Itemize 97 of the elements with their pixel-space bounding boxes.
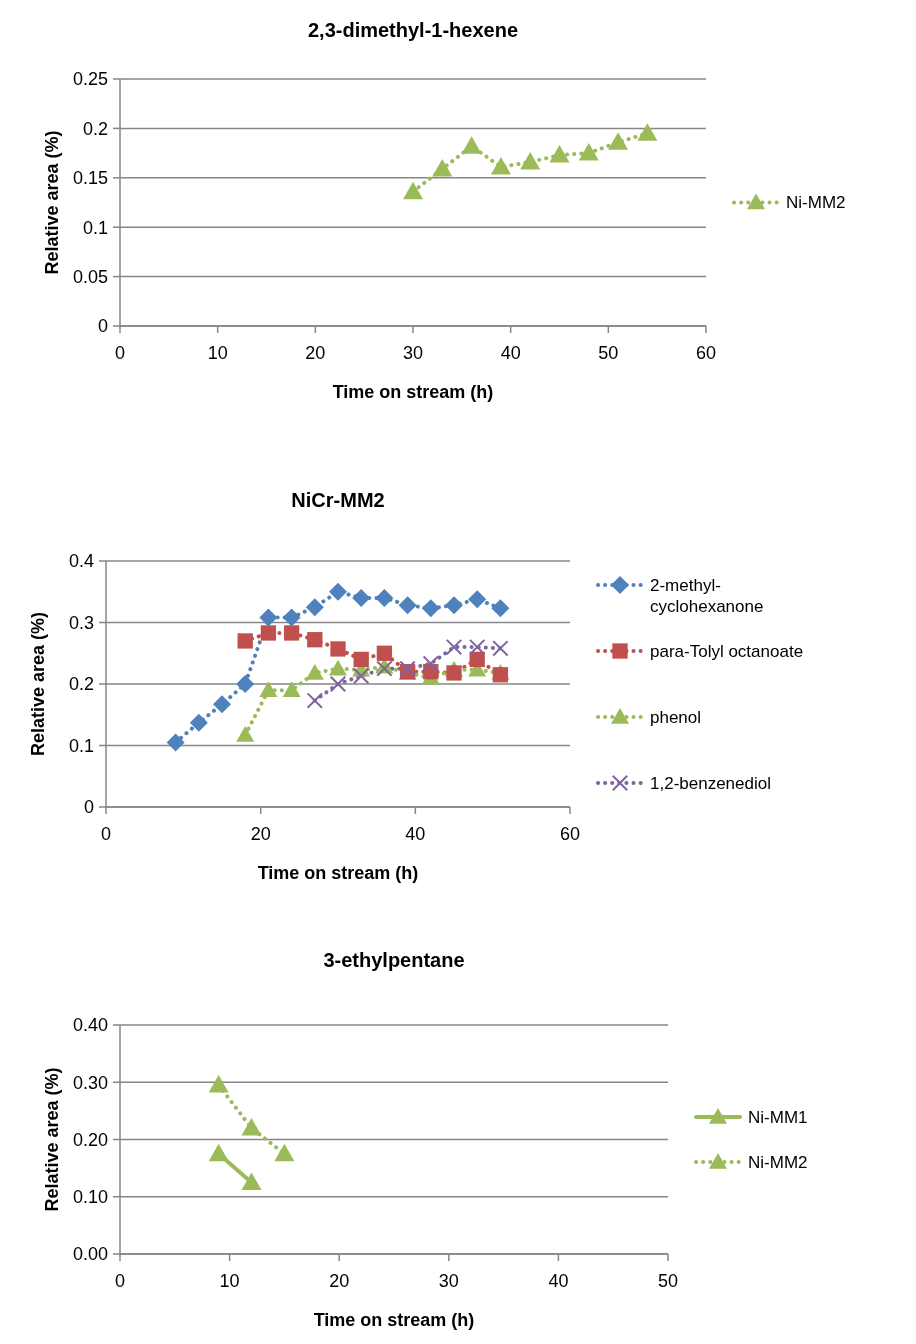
point — [237, 633, 253, 649]
y-tick-label: 0.05 — [72, 266, 108, 287]
point — [189, 713, 208, 732]
point — [282, 681, 301, 697]
y-axis-title: Relative area (%) — [28, 611, 48, 757]
point — [330, 641, 346, 657]
x-axis-title: Time on stream (h) — [257, 863, 419, 883]
point — [398, 596, 417, 615]
point — [329, 659, 347, 676]
y-tick-label: 0.1 — [68, 735, 94, 756]
chart-title: 3-ethylpentane — [323, 949, 465, 971]
y-tick-label: 0.30 — [72, 1072, 108, 1093]
x-axis-title: Time on stream (h) — [313, 1310, 475, 1330]
y-tick-label: 0.40 — [72, 1015, 108, 1036]
point — [445, 638, 463, 656]
point — [492, 640, 509, 657]
x-tick-label: 10 — [207, 343, 228, 363]
point — [305, 663, 324, 680]
point — [492, 667, 509, 683]
point — [208, 1075, 229, 1093]
point — [213, 695, 231, 714]
legend-label: para-Tolyl octanoate — [650, 641, 804, 661]
y-axis-title: Relative area (%) — [42, 1067, 62, 1212]
point — [490, 156, 511, 175]
x-tick-label: 60 — [695, 343, 717, 363]
point — [461, 136, 482, 154]
point — [421, 599, 440, 618]
point — [432, 158, 453, 177]
point — [274, 1143, 295, 1162]
x-tick-label: 40 — [500, 343, 521, 363]
point — [236, 675, 255, 693]
point — [353, 651, 369, 668]
point — [259, 681, 278, 697]
y-tick-label: 0.20 — [72, 1129, 108, 1150]
y-tick-label: 0.4 — [68, 551, 94, 572]
point — [329, 582, 347, 601]
legend-label: Ni-MM2 — [786, 193, 846, 213]
point — [403, 181, 423, 200]
chart-title: NiCr-MM2 — [291, 489, 385, 511]
point — [307, 632, 323, 648]
point — [375, 588, 394, 607]
point — [422, 655, 439, 672]
x-tick-label: 50 — [598, 343, 619, 363]
point — [469, 651, 485, 668]
point — [520, 151, 541, 170]
legend-label: phenol — [650, 707, 702, 727]
point — [306, 692, 323, 709]
point — [241, 1118, 262, 1136]
x-tick-label: 40 — [405, 824, 426, 844]
point — [491, 599, 510, 618]
point — [260, 625, 277, 641]
y-tick-label: 0 — [83, 797, 94, 818]
y-tick-label: 0.00 — [72, 1244, 108, 1265]
point — [578, 143, 599, 161]
point — [549, 145, 570, 163]
y-tick-label: 0.3 — [68, 612, 94, 633]
point — [376, 645, 393, 661]
legend-label: Ni-MM1 — [748, 1107, 808, 1127]
y-tick-label: 0.10 — [72, 1187, 108, 1208]
point — [283, 625, 300, 641]
x-tick-label: 10 — [219, 1271, 240, 1291]
chart-title: 2,3-dimethyl-1-hexene — [307, 19, 519, 41]
legend-label: 2-methyl-cyclohexanone — [650, 575, 764, 617]
x-tick-label: 30 — [402, 343, 424, 363]
point — [445, 596, 463, 615]
x-axis-title: Time on stream (h) — [332, 382, 494, 402]
point — [259, 608, 278, 627]
point — [637, 123, 658, 141]
point — [305, 598, 324, 617]
point — [353, 667, 370, 685]
x-tick-label: 0 — [114, 1271, 126, 1291]
y-axis-title: Relative area (%) — [42, 130, 62, 275]
point — [236, 726, 255, 742]
y-tick-label: 0 — [97, 316, 108, 337]
legend-label: Ni-MM2 — [748, 1152, 808, 1172]
point — [329, 675, 347, 693]
point — [608, 132, 629, 150]
x-tick-label: 50 — [657, 1271, 679, 1291]
x-tick-label: 60 — [559, 824, 581, 844]
x-tick-label: 0 — [114, 343, 126, 363]
point — [282, 608, 301, 627]
point — [446, 665, 462, 681]
y-tick-label: 0.15 — [72, 168, 108, 189]
y-tick-label: 0.2 — [68, 674, 94, 695]
point — [352, 588, 371, 607]
point — [468, 590, 487, 609]
point — [166, 733, 185, 752]
x-tick-label: 20 — [305, 343, 326, 363]
x-tick-label: 30 — [438, 1271, 459, 1291]
x-tick-label: 20 — [250, 824, 271, 844]
point — [469, 638, 486, 656]
x-tick-label: 20 — [329, 1271, 350, 1291]
legend-label: 1,2-benzenediol — [650, 773, 771, 793]
x-tick-label: 40 — [548, 1271, 569, 1291]
y-tick-label: 0.2 — [82, 118, 108, 139]
y-tick-label: 0.1 — [82, 217, 108, 238]
y-tick-label: 0.25 — [72, 69, 108, 90]
